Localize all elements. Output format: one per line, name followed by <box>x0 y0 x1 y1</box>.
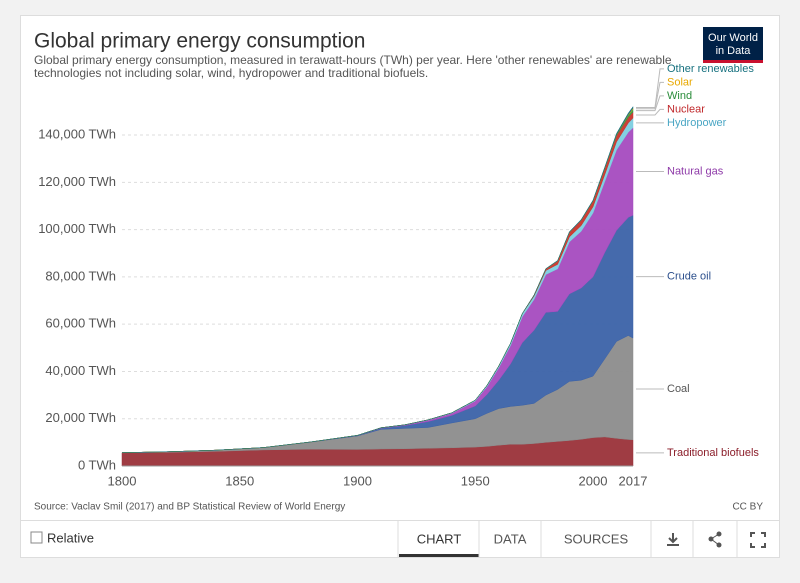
x-tick-label: 1950 <box>461 473 490 488</box>
leader-line <box>636 108 664 116</box>
source: Source: Vaclav Smil (2017) and BP Statis… <box>34 502 345 513</box>
license: CC BY <box>732 502 763 513</box>
logo-bar <box>703 60 763 63</box>
y-tick-label: 0 TWh <box>78 457 116 472</box>
legend-label: Hydropower <box>667 117 727 129</box>
checkbox[interactable] <box>30 531 43 544</box>
legend-label: Solar <box>667 76 693 88</box>
fullscreen-icon[interactable] <box>750 532 766 548</box>
y-tick-label: 40,000 TWh <box>45 363 116 378</box>
logo-text: in Data <box>716 45 752 57</box>
x-tick-label: 2017 <box>619 473 648 488</box>
legend-label: Nuclear <box>667 103 705 115</box>
leader-line <box>636 95 664 112</box>
active-tab <box>399 554 479 557</box>
legend-label: Crude oil <box>667 271 711 283</box>
card <box>20 15 780 558</box>
logo[interactable] <box>703 27 763 63</box>
leader-line <box>636 81 664 110</box>
x-tick-label: 2000 <box>579 473 608 488</box>
relative-label[interactable]: Relative <box>47 530 94 545</box>
legend-label: Wind <box>667 90 692 102</box>
download-icon[interactable] <box>667 533 679 546</box>
tab[interactable]: DATA <box>494 531 527 546</box>
y-tick-label: 80,000 TWh <box>45 268 116 283</box>
logo-text: Our World <box>708 32 758 44</box>
tab[interactable]: CHART <box>417 531 462 546</box>
x-tick-label: 1850 <box>225 473 254 488</box>
tab[interactable]: SOURCES <box>564 531 629 546</box>
legend-label: Coal <box>667 383 690 395</box>
y-tick-label: 60,000 TWh <box>45 316 116 331</box>
x-tick-label: 1900 <box>343 473 372 488</box>
y-tick-label: 140,000 TWh <box>38 126 116 141</box>
chart-title: Global primary energy consumption <box>34 30 366 53</box>
subtitle: technologies not including solar, wind, … <box>34 66 428 80</box>
legend-label: Natural gas <box>667 165 724 177</box>
plot: 0 TWh 20,000 TWh 40,000 TWh 60,000 TWh 80,00… <box>38 63 759 489</box>
leader-line <box>636 68 664 108</box>
y-tick-label: 20,000 TWh <box>45 410 116 425</box>
legend-label: Traditional biofuels <box>667 447 759 459</box>
legend-label: Other renewables <box>667 63 754 75</box>
y-tick-label: 100,000 TWh <box>38 221 116 236</box>
area <box>121 105 634 453</box>
y-tick-label: 120,000 TWh <box>38 174 116 189</box>
subtitle: Global primary energy consumption, measu… <box>34 53 672 67</box>
share-icon[interactable] <box>708 531 722 548</box>
x-tick-label: 1800 <box>108 473 137 488</box>
